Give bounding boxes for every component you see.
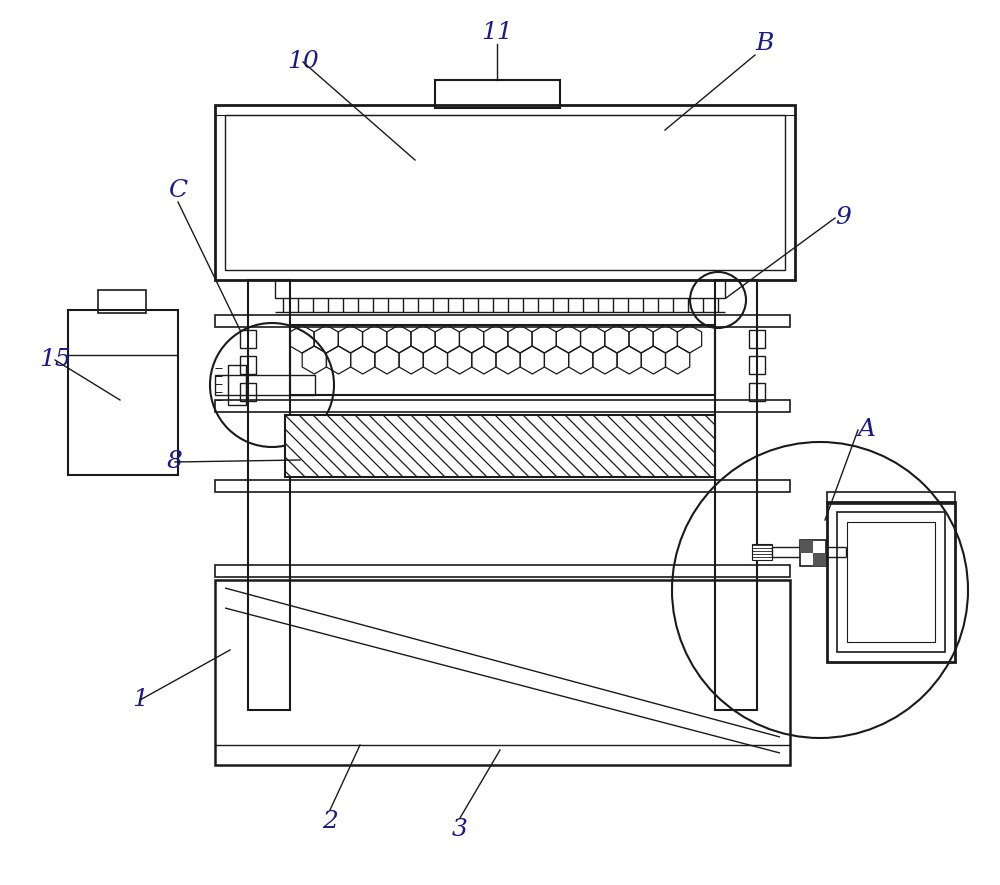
Text: 10: 10	[287, 50, 319, 73]
Text: A: A	[858, 419, 876, 442]
Text: C: C	[168, 179, 188, 202]
Bar	[749, 330, 765, 348]
Bar	[715, 280, 757, 710]
Bar	[847, 522, 935, 642]
Bar	[248, 280, 290, 710]
Text: 1: 1	[132, 689, 148, 712]
Bar	[813, 553, 826, 566]
Bar	[800, 540, 813, 553]
Bar	[215, 480, 790, 492]
Bar	[290, 325, 715, 395]
Text: 8: 8	[167, 450, 183, 473]
Bar	[240, 383, 256, 401]
Bar	[225, 115, 785, 270]
Bar	[228, 365, 246, 405]
Bar	[749, 383, 765, 401]
Bar	[68, 310, 178, 475]
Bar	[435, 80, 560, 108]
Bar	[215, 105, 795, 280]
Bar	[827, 492, 955, 504]
Bar	[837, 512, 945, 652]
Text: 3: 3	[452, 818, 468, 841]
Bar	[275, 280, 725, 298]
Bar	[752, 544, 772, 560]
Text: B: B	[755, 32, 773, 55]
Bar	[240, 356, 256, 374]
Text: 2: 2	[322, 810, 338, 833]
Text: 9: 9	[835, 206, 851, 229]
Bar	[215, 375, 315, 395]
Bar	[215, 580, 790, 765]
Bar	[215, 400, 790, 412]
Bar	[749, 356, 765, 374]
Bar	[215, 565, 790, 577]
Bar	[800, 540, 826, 566]
Bar	[772, 547, 814, 557]
Bar	[285, 415, 715, 477]
Bar	[215, 315, 790, 327]
Text: 15: 15	[39, 349, 71, 372]
Bar	[240, 330, 256, 348]
Bar	[98, 290, 146, 313]
Bar	[827, 502, 955, 662]
Text: 11: 11	[481, 21, 513, 44]
